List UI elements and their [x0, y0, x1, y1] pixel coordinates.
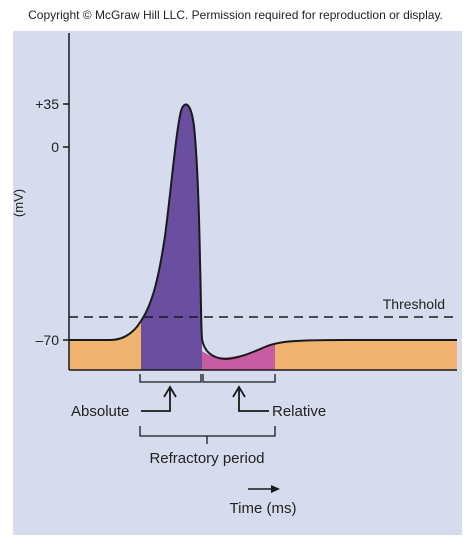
relative-arrow	[238, 389, 269, 412]
action-potential-diagram: +35 0 –70 (mV) Threshold Absolute Relati…	[13, 31, 462, 535]
absolute-arrow	[141, 389, 171, 412]
copyright-notice: Copyright © McGraw Hill LLC. Permission …	[28, 8, 443, 22]
absolute-arrow-head	[163, 385, 177, 398]
relative-arrow-head	[232, 385, 246, 398]
y-axis-unit-label: (mV)	[13, 189, 26, 217]
absolute-bracket	[139, 374, 202, 383]
absolute-refractory-region	[141, 104, 202, 371]
action-potential-curve	[69, 103, 457, 361]
y-tick-label-minus70: –70	[36, 332, 60, 348]
resting-potential-region	[69, 321, 141, 370]
action-potential-svg: +35 0 –70 (mV) Threshold Absolute Relati…	[13, 33, 457, 517]
y-tick-label-plus35: +35	[35, 96, 59, 112]
relative-label: Relative	[272, 403, 326, 420]
refractory-period-label: Refractory period	[149, 450, 264, 467]
threshold-label: Threshold	[383, 296, 445, 312]
refractory-period-bracket	[139, 426, 276, 444]
relative-bracket	[202, 374, 276, 383]
time-arrow-head	[271, 485, 280, 493]
absolute-label: Absolute	[71, 403, 129, 420]
resting-potential-region-right	[275, 340, 457, 370]
y-tick-label-zero: 0	[51, 139, 59, 155]
time-axis-label: Time (ms)	[230, 500, 297, 517]
